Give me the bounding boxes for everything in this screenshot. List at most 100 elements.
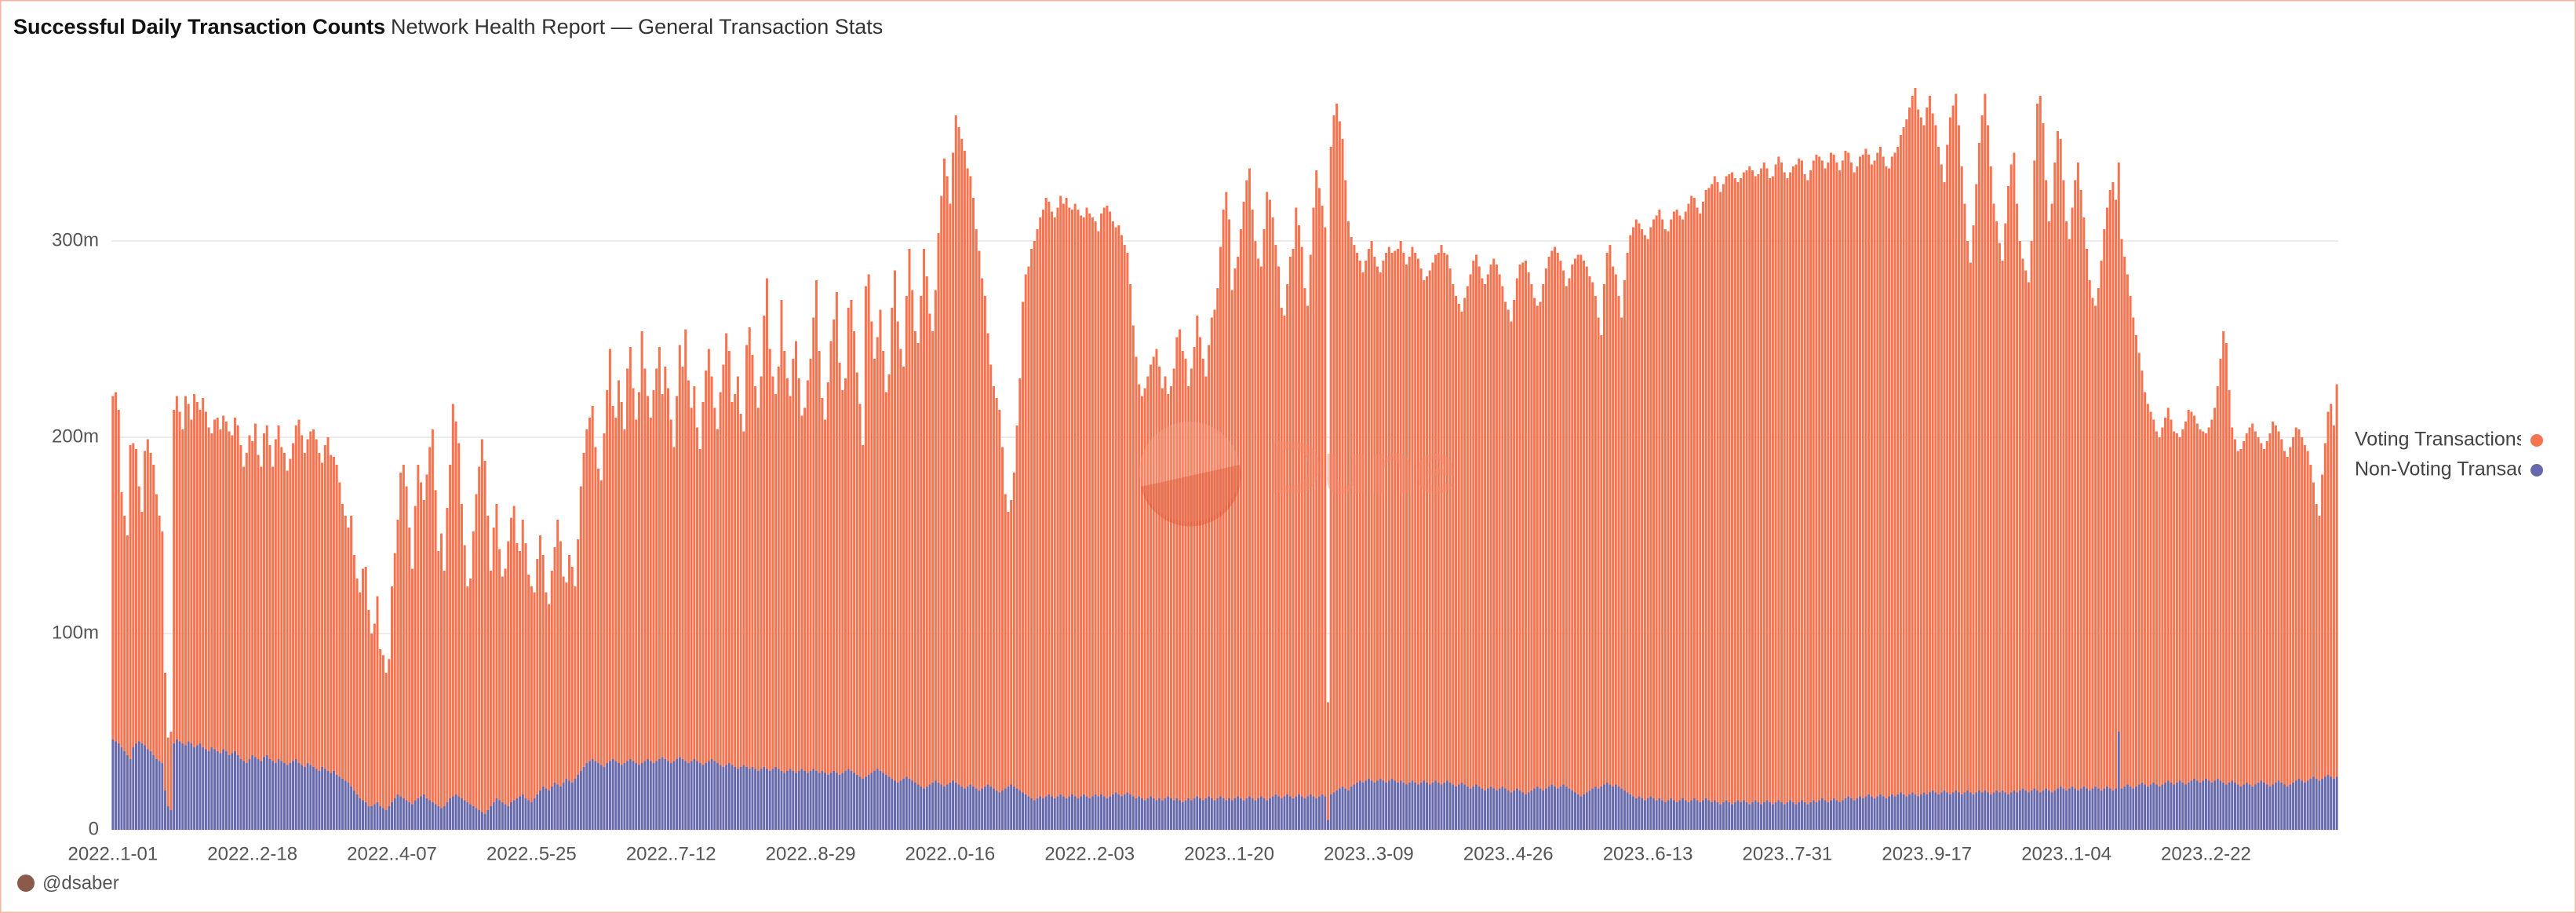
bar-segment — [393, 553, 396, 798]
bar-segment — [1614, 784, 1617, 830]
bar-segment — [1542, 791, 1545, 830]
bar-segment — [1160, 800, 1164, 830]
bar-segment — [181, 429, 184, 743]
bar-segment — [1266, 800, 1269, 830]
bar-segment — [618, 763, 621, 830]
bar-segment — [321, 767, 324, 830]
bar-segment — [635, 419, 638, 763]
bar-segment — [1899, 792, 1902, 830]
bar-segment — [1399, 241, 1402, 781]
bar-segment — [818, 351, 821, 773]
bar-segment — [408, 802, 411, 830]
bar-segment — [2100, 791, 2103, 830]
bar-segment — [187, 741, 190, 830]
bar-segment — [1254, 241, 1257, 801]
bar-segment — [1489, 787, 1492, 830]
bar-segment — [370, 634, 373, 806]
bar-segment — [2274, 425, 2277, 783]
bar-segment — [681, 367, 684, 759]
bar-segment — [1579, 796, 1583, 830]
bar-segment — [347, 783, 350, 830]
bar-segment — [388, 806, 391, 830]
bar-segment — [1167, 394, 1170, 797]
bar-segment — [2047, 221, 2050, 791]
bar-segment — [1696, 207, 1699, 801]
avatar — [17, 875, 35, 892]
bar-segment — [2315, 504, 2318, 779]
bar-segment — [992, 386, 995, 789]
bar-segment — [1094, 221, 1097, 794]
bar-segment — [826, 775, 829, 830]
bar-segment — [199, 410, 202, 743]
bar-segment — [1789, 172, 1792, 801]
bar-segment — [855, 775, 858, 830]
bar-segment — [2009, 792, 2013, 830]
bar-segment — [359, 592, 362, 798]
bar-segment — [1762, 163, 1765, 802]
bar-segment — [2006, 794, 2009, 830]
bar-segment — [120, 747, 123, 830]
bar-segment — [1798, 159, 1801, 802]
bar-segment — [1164, 376, 1167, 798]
bar-segment — [2094, 787, 2097, 830]
bar-segment — [1692, 798, 1696, 830]
bar-segment — [1242, 800, 1245, 830]
bar-segment — [1984, 791, 1987, 830]
bar-segment — [841, 772, 844, 830]
bar-segment — [1321, 206, 1324, 794]
bar-segment — [1257, 798, 1260, 830]
bar-segment — [713, 407, 716, 761]
bar-segment — [1760, 804, 1763, 830]
y-tick-label: 100m — [52, 622, 99, 643]
bar-segment — [707, 761, 710, 830]
bar-segment — [1562, 270, 1565, 785]
bar-segment — [716, 763, 719, 830]
bar-segment — [2068, 788, 2071, 830]
bar-segment — [2018, 791, 2021, 830]
bar-segment — [908, 249, 911, 779]
bar-segment — [1943, 182, 1946, 791]
bar-segment — [2332, 779, 2335, 830]
bar-segment — [946, 784, 949, 830]
bar-segment — [1597, 788, 1600, 830]
bar-segment — [1684, 211, 1687, 801]
bar-segment — [1361, 272, 1365, 783]
bar-segment — [1251, 798, 1254, 830]
bar-segment — [562, 576, 565, 783]
bar-segment — [282, 453, 286, 763]
bar-segment — [1059, 195, 1062, 794]
bar-segment — [457, 796, 461, 830]
bar-segment — [1315, 798, 1318, 830]
bar-segment — [2178, 780, 2181, 830]
bar-segment — [1998, 792, 2001, 830]
bar-segment — [1975, 184, 1978, 793]
bar-segment — [1536, 305, 1539, 787]
bar-segment — [1713, 800, 1716, 830]
bar-segment — [2274, 783, 2277, 830]
bar-segment — [1443, 783, 1446, 830]
bar-segment — [2042, 123, 2045, 791]
bar-segment — [280, 447, 283, 761]
bar-segment — [998, 792, 1001, 830]
bar-segment — [1568, 278, 1571, 789]
bar-segment — [144, 451, 147, 746]
bar-segment — [1370, 241, 1373, 781]
bar-segment — [1632, 227, 1635, 797]
bar-segment — [1658, 798, 1661, 830]
bar-segment — [446, 508, 449, 802]
bar-segment — [1774, 164, 1777, 802]
y-tick-label: 0 — [89, 818, 99, 839]
bar-segment — [2181, 429, 2184, 783]
bar-segment — [1495, 265, 1498, 791]
bar-segment — [1472, 787, 1475, 830]
bar-segment — [1015, 788, 1018, 830]
bar-segment — [330, 455, 333, 773]
bar-segment — [1626, 792, 1629, 830]
bar-segment — [315, 439, 318, 769]
bar-segment — [942, 787, 946, 830]
bar-segment — [949, 203, 952, 783]
bar-segment — [1210, 317, 1213, 798]
bar-segment — [1934, 125, 1937, 793]
bar-segment — [1039, 796, 1042, 830]
bar-segment — [1704, 798, 1707, 830]
